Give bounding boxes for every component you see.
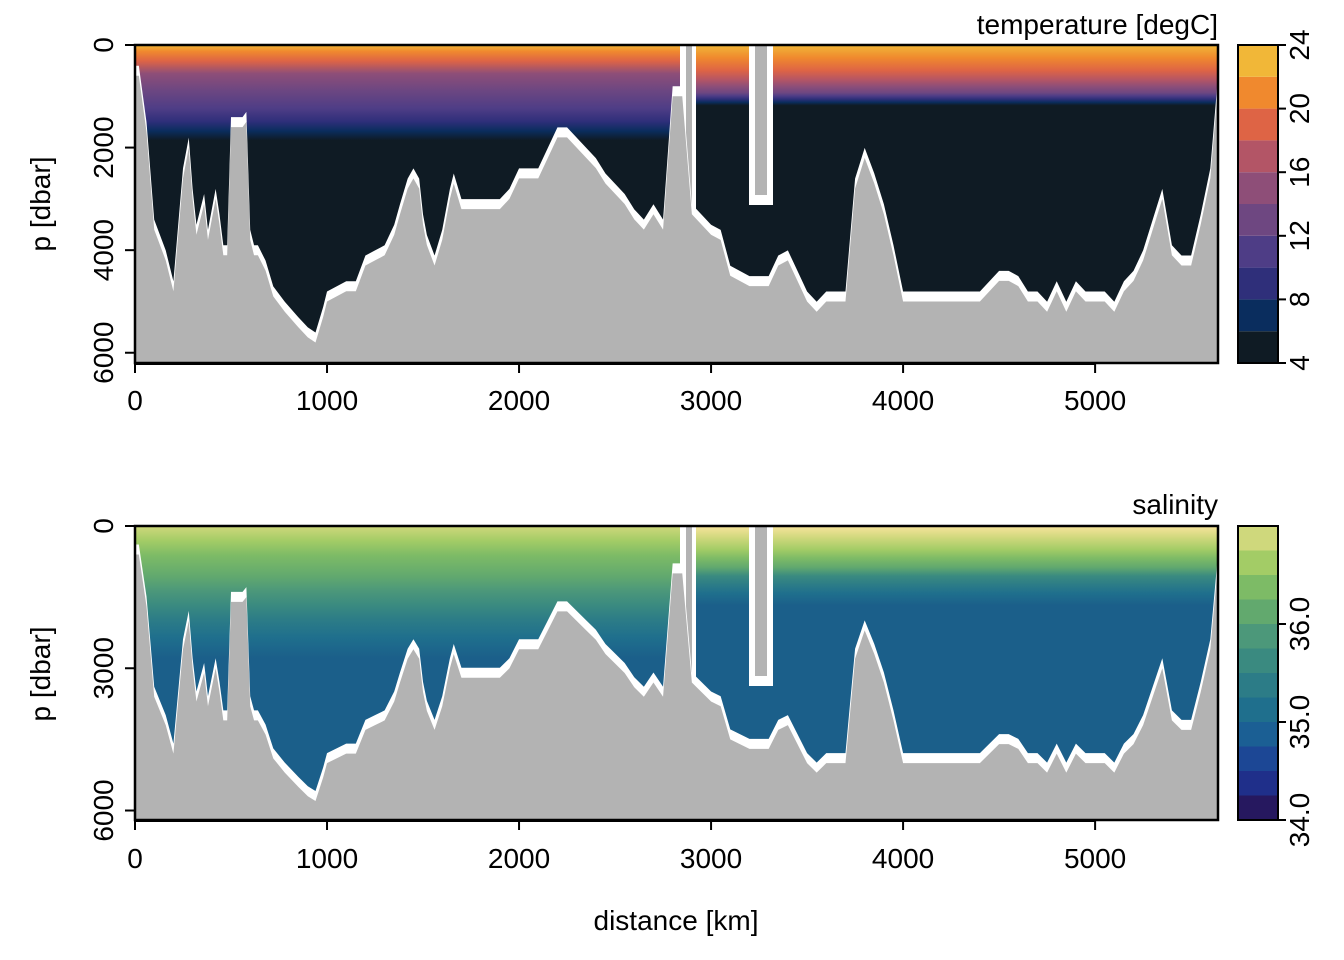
salinity-bathymetry bbox=[135, 554, 1218, 820]
x-tick-label: 4000 bbox=[872, 843, 934, 874]
salinity-x-axis: 0 1000 2000 3000 4000 5000 bbox=[127, 820, 1126, 874]
y-tick-label: 0 bbox=[88, 518, 119, 534]
x-tick-label: 1000 bbox=[296, 385, 358, 416]
colorbar-frame bbox=[1237, 44, 1279, 364]
salinity-title: salinity bbox=[1132, 489, 1218, 520]
salinity-ylabel: p [dbar] bbox=[25, 627, 56, 722]
colorbar-tick-label: 24 bbox=[1284, 29, 1315, 60]
temperature-station-gap bbox=[686, 45, 692, 235]
x-tick-label: 1000 bbox=[296, 843, 358, 874]
x-tick-label: 5000 bbox=[1064, 843, 1126, 874]
colorbar-tick-label: 20 bbox=[1284, 93, 1315, 124]
salinity-xlabel: distance [km] bbox=[594, 905, 759, 936]
salinity-panel: 0 1000 2000 3000 4000 5000 0 3000 6000 p [dbar]… bbox=[25, 489, 1315, 936]
colorbar-swatch bbox=[1238, 140, 1278, 173]
salinity-y-axis: 0 3000 6000 bbox=[88, 518, 135, 842]
x-tick-label: 4000 bbox=[872, 385, 934, 416]
y-tick-label: 6000 bbox=[88, 779, 119, 841]
x-tick-label: 2000 bbox=[488, 843, 550, 874]
colorbar-swatch bbox=[1238, 108, 1278, 141]
salinity-station-gap bbox=[755, 526, 767, 676]
y-tick-label: 0 bbox=[88, 37, 119, 53]
colorbar-swatch bbox=[1238, 673, 1278, 698]
colorbar-swatch bbox=[1238, 624, 1278, 649]
colorbar-swatch bbox=[1238, 746, 1278, 771]
colorbar-swatch bbox=[1238, 722, 1278, 747]
x-tick-label: 3000 bbox=[680, 385, 742, 416]
salinity-colorbar: 34.0 35.0 36.0 bbox=[1237, 525, 1315, 848]
colorbar-swatch bbox=[1238, 267, 1278, 300]
y-tick-label: 6000 bbox=[88, 322, 119, 384]
temperature-bathymetry bbox=[135, 75, 1218, 363]
colorbar-swatch bbox=[1238, 526, 1278, 551]
colorbar-swatch bbox=[1238, 299, 1278, 332]
temperature-x-axis: 0 1000 2000 3000 4000 5000 bbox=[127, 363, 1126, 416]
x-tick-label: 5000 bbox=[1064, 385, 1126, 416]
temperature-title: temperature [degC] bbox=[977, 9, 1218, 40]
colorbar-swatch bbox=[1238, 599, 1278, 624]
y-tick-label: 2000 bbox=[88, 116, 119, 178]
colorbar-swatch bbox=[1238, 45, 1278, 77]
colorbar-swatch bbox=[1238, 550, 1278, 575]
salinity-station-gap bbox=[686, 526, 692, 702]
temperature-panel: 0 1000 2000 3000 4000 5000 0 2000 4000 6000 p [d… bbox=[25, 9, 1315, 416]
colorbar-tick-label: 12 bbox=[1284, 220, 1315, 251]
x-tick-label: 3000 bbox=[680, 843, 742, 874]
colorbar-swatch bbox=[1238, 697, 1278, 722]
colorbar-tick-label: 16 bbox=[1284, 157, 1315, 188]
colorbar-swatch bbox=[1238, 331, 1278, 363]
temperature-ylabel: p [dbar] bbox=[25, 157, 56, 252]
temperature-colorbar: 4 8 12 16 20 24 bbox=[1237, 29, 1315, 371]
colorbar-frame bbox=[1237, 525, 1279, 821]
colorbar-tick-label: 36.0 bbox=[1284, 597, 1315, 652]
colorbar-tick-label: 34.0 bbox=[1284, 793, 1315, 848]
colorbar-swatch bbox=[1238, 172, 1278, 204]
x-tick-label: 2000 bbox=[488, 385, 550, 416]
y-tick-label: 3000 bbox=[88, 637, 119, 699]
temperature-station-gap bbox=[755, 45, 767, 195]
y-tick-label: 4000 bbox=[88, 219, 119, 281]
colorbar-swatch bbox=[1238, 235, 1278, 268]
colorbar-tick-label: 8 bbox=[1284, 292, 1315, 308]
x-tick-label: 0 bbox=[127, 385, 143, 416]
colorbar-swatch bbox=[1238, 771, 1278, 796]
temperature-y-axis: 0 2000 4000 6000 bbox=[88, 37, 135, 384]
colorbar-swatch bbox=[1238, 795, 1278, 820]
colorbar-tick-label: 4 bbox=[1284, 355, 1315, 371]
colorbar-swatch bbox=[1238, 76, 1278, 109]
colorbar-swatch bbox=[1238, 575, 1278, 600]
colorbar-swatch bbox=[1238, 648, 1278, 673]
colorbar-tick-label: 35.0 bbox=[1284, 695, 1315, 750]
colorbar-swatch bbox=[1238, 204, 1278, 236]
x-tick-label: 0 bbox=[127, 843, 143, 874]
